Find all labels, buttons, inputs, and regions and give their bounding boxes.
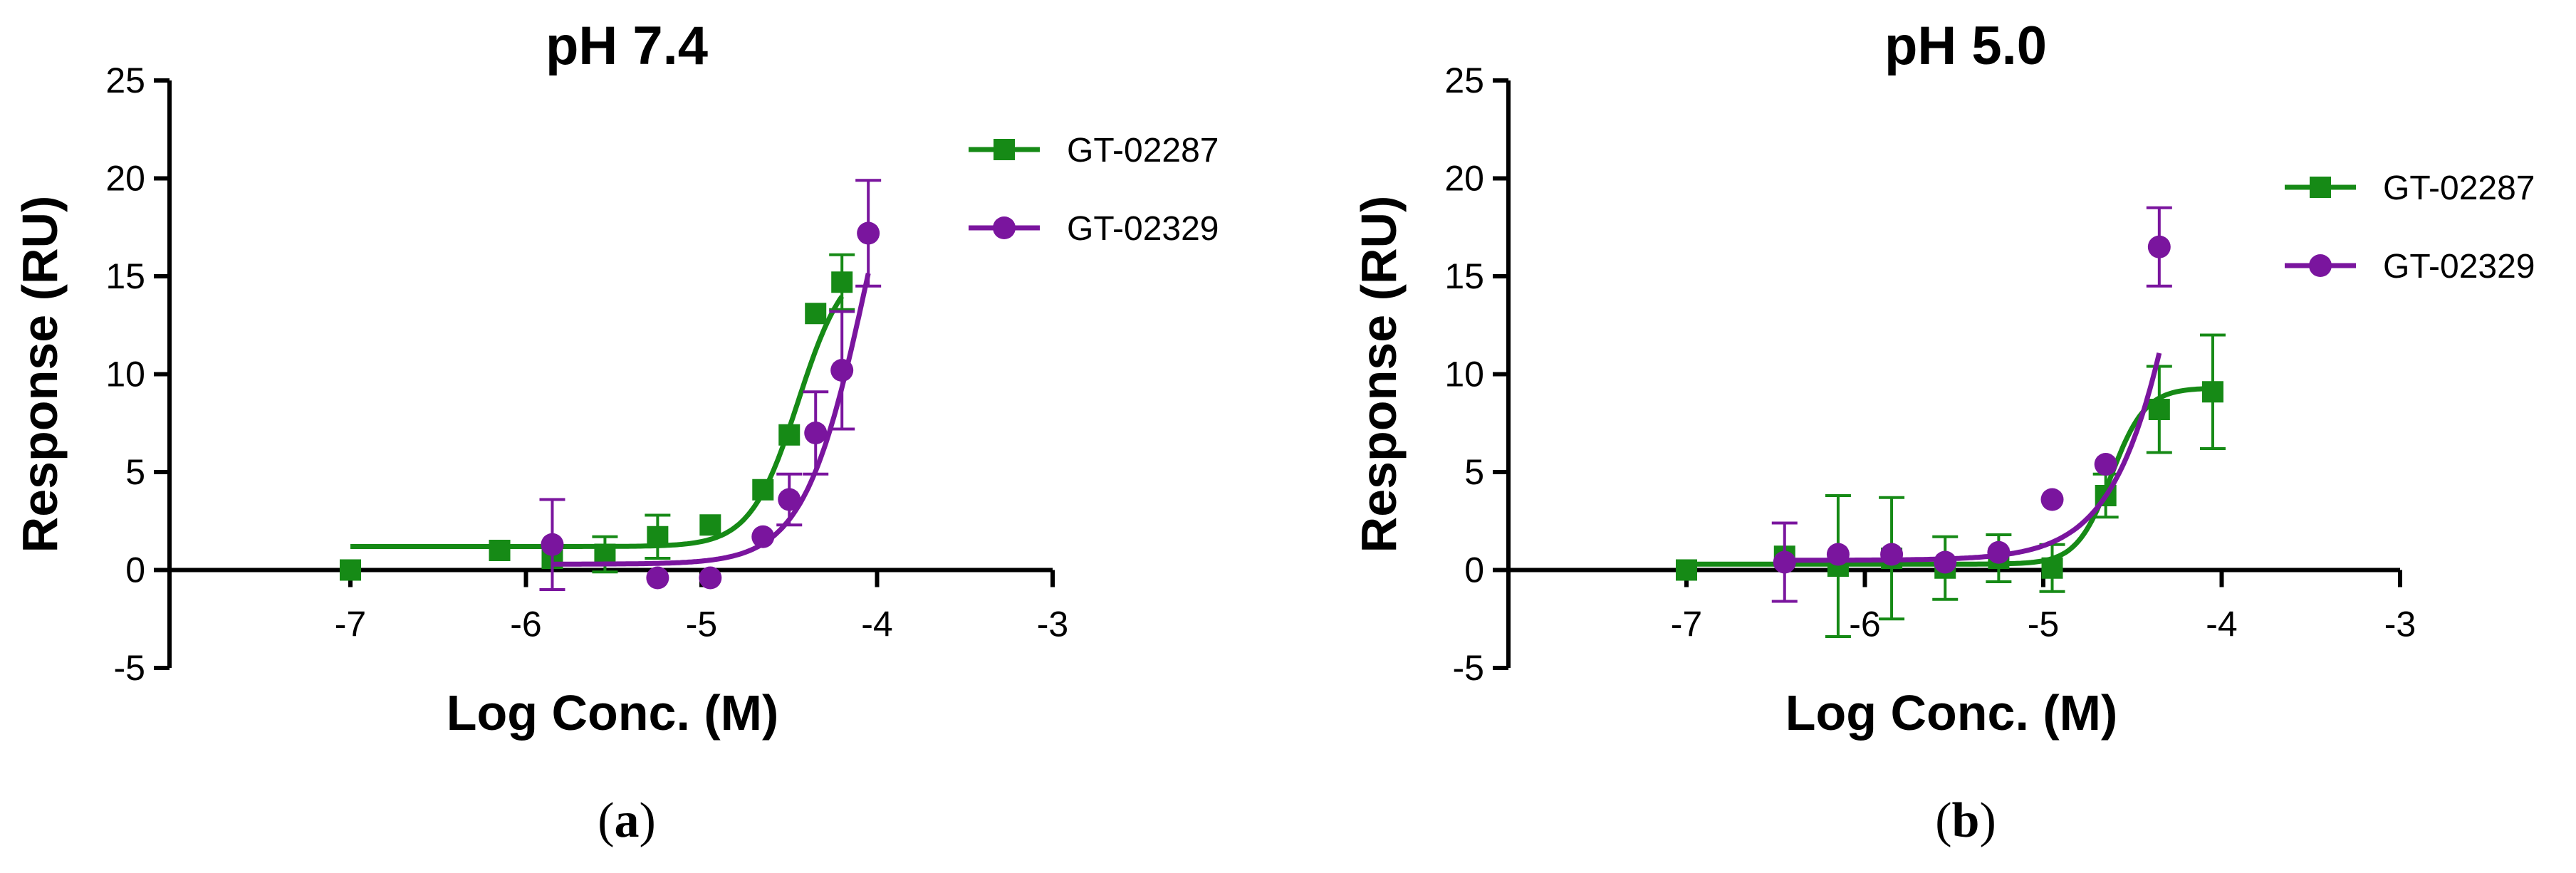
data-point-circle bbox=[541, 533, 564, 556]
chart-panel-b: pH 5.0 -5 0 5 10 15 20 25 -7 -6 -5 -4 -3 Log Conc. (M… bbox=[1351, 16, 2535, 848]
legend-label: GT-02329 bbox=[1067, 210, 1219, 248]
legend-label: GT-02329 bbox=[2383, 248, 2535, 286]
x-tick-label: -6 bbox=[1849, 605, 1880, 644]
data-point-square bbox=[2148, 399, 2170, 420]
x-axis-label: Log Conc. (M) bbox=[447, 685, 779, 741]
y-tick-label: 20 bbox=[105, 159, 145, 199]
series-GT-02329 bbox=[539, 179, 882, 591]
chart-panel-a: pH 7.4 -5 0 5 10 15 20 25 -7 -6 -5 -4 -3 Log Conc. (M… bbox=[12, 16, 1219, 848]
y-tick-label: 0 bbox=[125, 550, 145, 590]
data-point-circle bbox=[804, 422, 828, 444]
data-point-square bbox=[805, 303, 827, 325]
data-point-square bbox=[2201, 381, 2223, 403]
y-tick-label: 25 bbox=[105, 61, 145, 100]
data-point-square bbox=[752, 479, 774, 501]
legend-label: GT-02287 bbox=[1067, 132, 1219, 169]
y-tick-label: -5 bbox=[1453, 648, 1484, 688]
x-tick-label: -5 bbox=[2028, 605, 2059, 644]
data-point-circle bbox=[1880, 543, 1904, 566]
y-axis-label: Response (RU) bbox=[1351, 196, 1407, 553]
data-point-circle bbox=[646, 566, 669, 590]
data-point-square bbox=[340, 559, 361, 581]
x-tick-label: -3 bbox=[2384, 605, 2416, 644]
y-axis-label: Response (RU) bbox=[12, 196, 68, 553]
data-point-circle bbox=[1826, 543, 1850, 566]
data-point-circle bbox=[2040, 488, 2064, 511]
data-point-square bbox=[778, 424, 801, 446]
panel-caption: (a) bbox=[598, 793, 656, 848]
legend-marker-square bbox=[2310, 177, 2331, 198]
x-tick-label: -4 bbox=[2206, 605, 2237, 644]
data-point-square bbox=[699, 514, 721, 536]
legend-marker-circle bbox=[2309, 254, 2332, 277]
data-point-square bbox=[1676, 559, 1697, 581]
data-point-circle bbox=[830, 359, 854, 382]
fit-curve bbox=[350, 295, 845, 549]
y-tick-label: 5 bbox=[1464, 452, 1484, 492]
series-GT-02287 bbox=[1676, 333, 2226, 638]
y-tick-label: 20 bbox=[1444, 159, 1484, 199]
panel-letter: a bbox=[615, 793, 640, 848]
data-point-circle bbox=[699, 566, 722, 590]
legend-marker-circle bbox=[993, 216, 1016, 239]
data-point-circle bbox=[2147, 235, 2171, 258]
data-point-square bbox=[831, 271, 853, 293]
chart-title: pH 7.4 bbox=[546, 16, 708, 76]
data-point-circle bbox=[778, 488, 801, 511]
x-tick-label: -5 bbox=[686, 605, 717, 644]
x-tick-label: -7 bbox=[1671, 605, 1702, 644]
y-tick-label: 10 bbox=[105, 355, 145, 394]
data-point-circle bbox=[1773, 550, 1796, 574]
chart-title: pH 5.0 bbox=[1884, 16, 2047, 76]
data-point-circle bbox=[1987, 540, 2011, 564]
data-point-square bbox=[2041, 557, 2063, 579]
data-point-square bbox=[489, 540, 511, 561]
y-tick-label: 10 bbox=[1444, 355, 1484, 394]
data-point-circle bbox=[2094, 453, 2117, 476]
x-tick-label: -3 bbox=[1037, 605, 1068, 644]
panel-caption: (b) bbox=[1935, 793, 1996, 848]
y-tick-label: 0 bbox=[1464, 550, 1484, 590]
y-tick-label: 15 bbox=[1444, 256, 1484, 296]
x-tick-label: -4 bbox=[861, 605, 892, 644]
y-tick-label: -5 bbox=[114, 648, 145, 688]
y-tick-label: 25 bbox=[1444, 61, 1484, 100]
legend-marker-square bbox=[994, 139, 1015, 160]
x-tick-label: -7 bbox=[335, 605, 366, 644]
data-point-circle bbox=[1934, 550, 1957, 574]
panel-letter: b bbox=[1952, 793, 1980, 848]
data-point-circle bbox=[751, 525, 775, 548]
series-GT-02329 bbox=[1771, 206, 2172, 603]
data-point-circle bbox=[857, 221, 880, 245]
data-point-square bbox=[647, 526, 669, 548]
legend-label: GT-02287 bbox=[2383, 169, 2535, 207]
y-tick-label: 15 bbox=[105, 256, 145, 296]
x-axis-label: Log Conc. (M) bbox=[1785, 685, 2118, 741]
y-tick-label: 5 bbox=[125, 452, 145, 492]
x-tick-label: -6 bbox=[510, 605, 541, 644]
